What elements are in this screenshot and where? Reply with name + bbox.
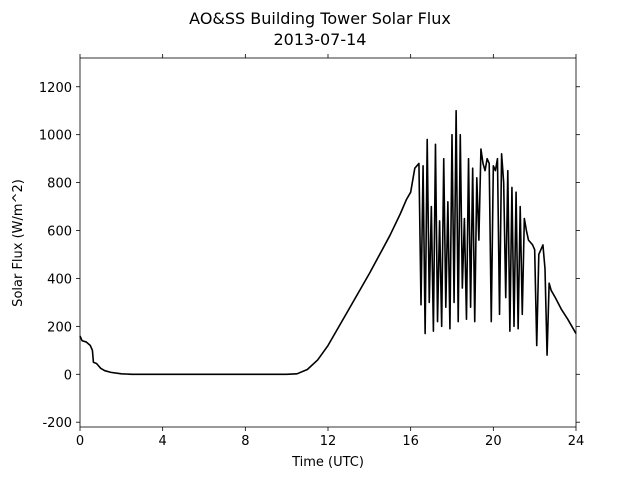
x-tick-label: 24 xyxy=(568,434,585,449)
x-tick-label: 4 xyxy=(159,434,167,449)
y-tick-label: 400 xyxy=(47,272,72,287)
x-tick-label: 8 xyxy=(241,434,249,449)
x-tick-label: 12 xyxy=(320,434,337,449)
y-tick-label: 1000 xyxy=(39,129,72,144)
y-tick-label: 200 xyxy=(47,320,72,335)
y-tick-label: 800 xyxy=(47,177,72,192)
chart-subtitle: 2013-07-14 xyxy=(274,30,367,49)
x-tick-label: 20 xyxy=(485,434,502,449)
y-tick-label: -200 xyxy=(42,416,72,431)
x-tick-label: 16 xyxy=(402,434,419,449)
y-axis-label: Solar Flux (W/m^2) xyxy=(11,179,26,307)
y-tick-label: 600 xyxy=(47,225,72,240)
x-tick-label: 0 xyxy=(76,434,84,449)
chart-title: AO&SS Building Tower Solar Flux xyxy=(189,9,451,28)
axes-frame xyxy=(79,57,577,428)
y-tick-label: 1200 xyxy=(39,81,72,96)
y-tick-label: 0 xyxy=(64,368,72,383)
data-line xyxy=(79,109,577,376)
plot-area xyxy=(79,109,577,376)
x-axis-label: Time (UTC) xyxy=(291,455,364,470)
